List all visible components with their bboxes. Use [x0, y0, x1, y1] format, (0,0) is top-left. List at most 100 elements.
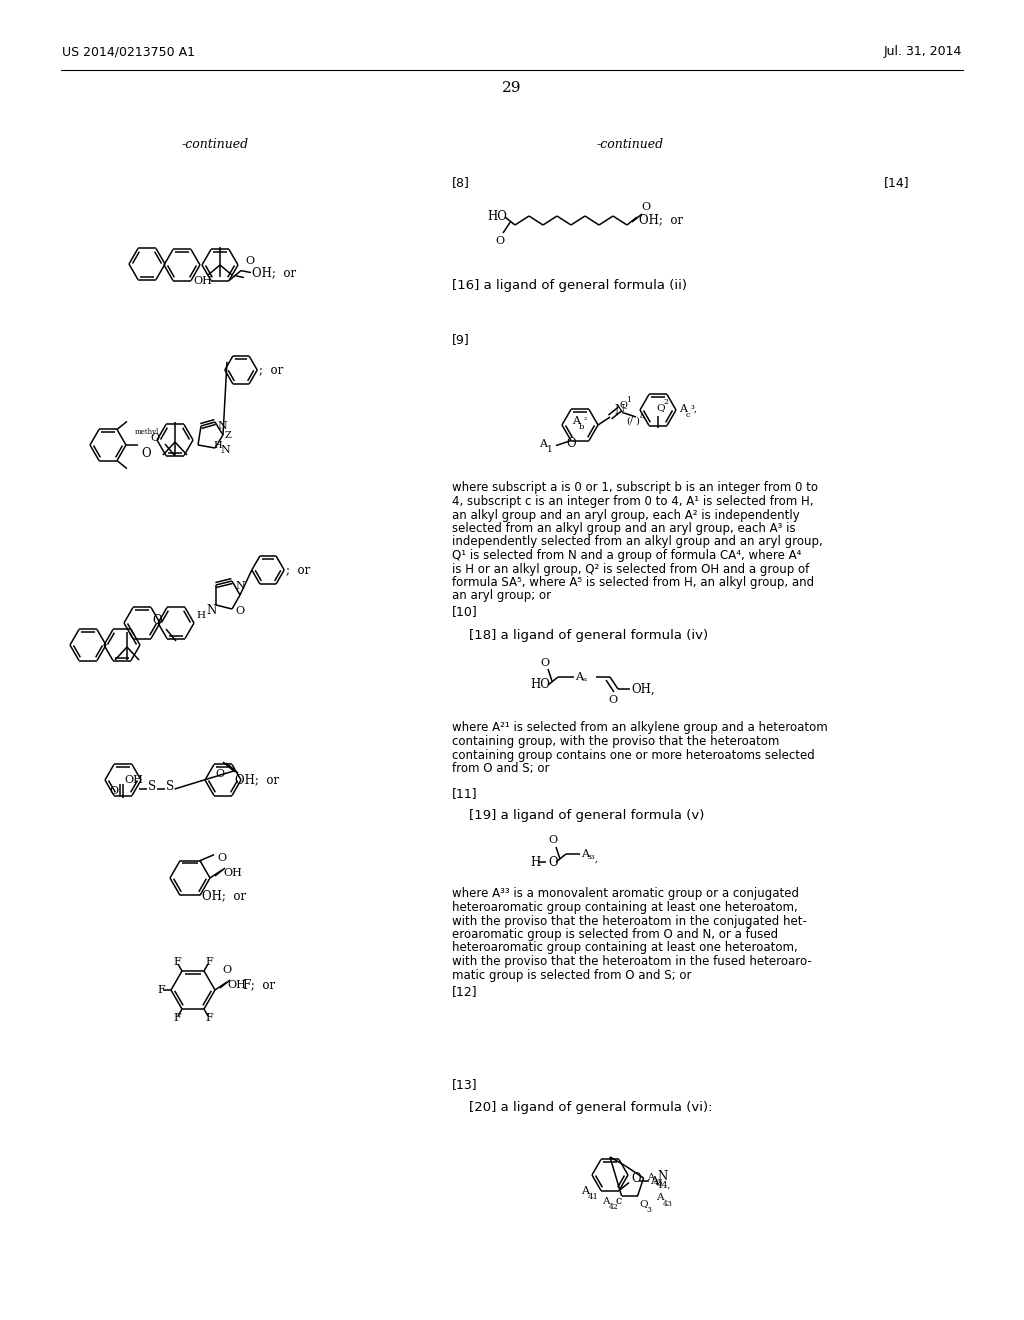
- Text: 44,: 44,: [657, 1181, 672, 1191]
- Text: O: O: [641, 202, 650, 213]
- Text: S: S: [166, 780, 174, 792]
- Text: 42: 42: [608, 1203, 618, 1210]
- Text: O: O: [109, 785, 118, 796]
- Text: F: F: [157, 985, 165, 995]
- Text: OH: OH: [223, 869, 242, 878]
- Text: ;  or: ; or: [286, 564, 310, 577]
- Text: H: H: [530, 855, 541, 869]
- Text: containing group contains one or more heteroatoms selected: containing group contains one or more he…: [452, 748, 815, 762]
- Text: OH,: OH,: [631, 682, 654, 696]
- Text: -continued: -continued: [181, 139, 249, 152]
- Text: ): ): [635, 417, 639, 425]
- Text: Q¹ is selected from N and a group of formula CA⁴, where A⁴: Q¹ is selected from N and a group of for…: [452, 549, 802, 562]
- Text: HO: HO: [530, 678, 550, 692]
- Text: 2: 2: [663, 399, 668, 407]
- Text: A: A: [581, 1185, 589, 1196]
- Text: where A³³ is a monovalent aromatic group or a conjugated: where A³³ is a monovalent aromatic group…: [452, 887, 799, 900]
- Text: N: N: [220, 445, 229, 455]
- Text: [20] a ligand of general formula (vi):: [20] a ligand of general formula (vi):: [452, 1101, 713, 1114]
- Text: [11]: [11]: [452, 788, 477, 800]
- Text: O: O: [150, 433, 159, 444]
- Text: [14]: [14]: [884, 177, 909, 190]
- Text: -continued: -continued: [596, 139, 664, 152]
- Text: eroaromatic group is selected from O and N, or a fused: eroaromatic group is selected from O and…: [452, 928, 778, 941]
- Text: A: A: [650, 1176, 658, 1185]
- Text: A: A: [581, 849, 589, 859]
- Text: [13]: [13]: [452, 1078, 477, 1092]
- Text: 1: 1: [547, 445, 553, 454]
- Text: O: O: [631, 1172, 641, 1185]
- Text: where A²¹ is selected from an alkylene group and a heteroatom: where A²¹ is selected from an alkylene g…: [452, 722, 827, 734]
- Text: [18] a ligand of general formula (iv): [18] a ligand of general formula (iv): [452, 630, 709, 643]
- Text: [9]: [9]: [452, 334, 470, 346]
- Text: ²: ²: [584, 417, 587, 425]
- Text: OH: OH: [227, 979, 246, 990]
- Text: F: F: [205, 957, 213, 968]
- Text: US 2014/0213750 A1: US 2014/0213750 A1: [62, 45, 195, 58]
- Text: F;  or: F; or: [243, 978, 275, 991]
- Text: N: N: [217, 421, 226, 432]
- Text: N: N: [614, 404, 625, 417]
- Text: 3: 3: [646, 1206, 651, 1214]
- Text: O: O: [222, 965, 231, 975]
- Text: [19] a ligand of general formula (v): [19] a ligand of general formula (v): [452, 809, 705, 822]
- Text: A: A: [601, 1196, 609, 1205]
- Text: heteroaromatic group containing at least one heteroatom,: heteroaromatic group containing at least…: [452, 941, 798, 954]
- Text: OH;  or: OH; or: [639, 214, 683, 227]
- Text: OH: OH: [124, 775, 143, 785]
- Text: H: H: [213, 441, 221, 450]
- Text: A: A: [572, 416, 580, 426]
- Text: an alkyl group and an aryl group, each A² is independently: an alkyl group and an aryl group, each A…: [452, 508, 800, 521]
- Text: b: b: [579, 422, 585, 432]
- Text: ;  or: ; or: [259, 363, 284, 376]
- Text: O: O: [608, 696, 617, 705]
- Text: 29: 29: [502, 81, 522, 95]
- Text: O: O: [234, 606, 244, 616]
- Text: (: (: [626, 417, 630, 425]
- Text: ²¹: ²¹: [582, 678, 589, 686]
- Text: with the proviso that the heteroatom in the fused heteroaro-: with the proviso that the heteroatom in …: [452, 954, 812, 968]
- Text: with the proviso that the heteroatom in the conjugated het-: with the proviso that the heteroatom in …: [452, 915, 807, 928]
- Text: Q: Q: [620, 400, 628, 409]
- Text: OH;  or: OH; or: [234, 774, 280, 787]
- Text: A: A: [679, 404, 686, 414]
- Text: a: a: [640, 412, 644, 420]
- Text: [12]: [12]: [452, 986, 477, 998]
- Text: O: O: [548, 855, 558, 869]
- Text: S: S: [147, 780, 156, 792]
- Text: O: O: [152, 615, 162, 627]
- Text: N: N: [206, 605, 216, 618]
- Text: selected from an alkyl group and an aryl group, each A³ is: selected from an alkyl group and an aryl…: [452, 521, 796, 535]
- Text: O: O: [217, 853, 226, 863]
- Text: H: H: [196, 610, 205, 619]
- Text: 41: 41: [588, 1192, 599, 1201]
- Text: OH: OH: [193, 276, 212, 285]
- Text: A: A: [655, 1193, 664, 1203]
- Text: is H or an alkyl group, Q² is selected from OH and a group of: is H or an alkyl group, Q² is selected f…: [452, 562, 809, 576]
- Text: OH;  or: OH; or: [202, 888, 246, 902]
- Text: 45: 45: [653, 1179, 664, 1187]
- Text: c: c: [686, 411, 690, 418]
- Text: heteroaromatic group containing at least one heteroatom,: heteroaromatic group containing at least…: [452, 902, 798, 913]
- Text: O: O: [245, 256, 254, 265]
- Text: Q: Q: [640, 1200, 648, 1209]
- Text: A: A: [539, 438, 547, 449]
- Text: F: F: [173, 957, 181, 968]
- Text: F: F: [173, 1012, 181, 1023]
- Text: O: O: [215, 770, 224, 779]
- Text: OH;  or: OH; or: [252, 267, 296, 279]
- Text: O: O: [548, 836, 557, 845]
- Text: Q: Q: [656, 404, 665, 412]
- Text: [16] a ligand of general formula (ii): [16] a ligand of general formula (ii): [452, 279, 687, 292]
- Text: an aryl group; or: an aryl group; or: [452, 590, 551, 602]
- Text: F: F: [205, 1012, 213, 1023]
- Text: O: O: [141, 447, 151, 461]
- Text: N: N: [234, 581, 245, 591]
- Text: matic group is selected from O and S; or: matic group is selected from O and S; or: [452, 969, 691, 982]
- Text: A: A: [646, 1173, 653, 1183]
- Text: methyl: methyl: [135, 428, 160, 436]
- Text: independently selected from an alkyl group and an aryl group,: independently selected from an alkyl gro…: [452, 536, 822, 549]
- Text: Z: Z: [225, 430, 231, 440]
- Text: A: A: [575, 672, 583, 682]
- Text: 1: 1: [626, 396, 631, 404]
